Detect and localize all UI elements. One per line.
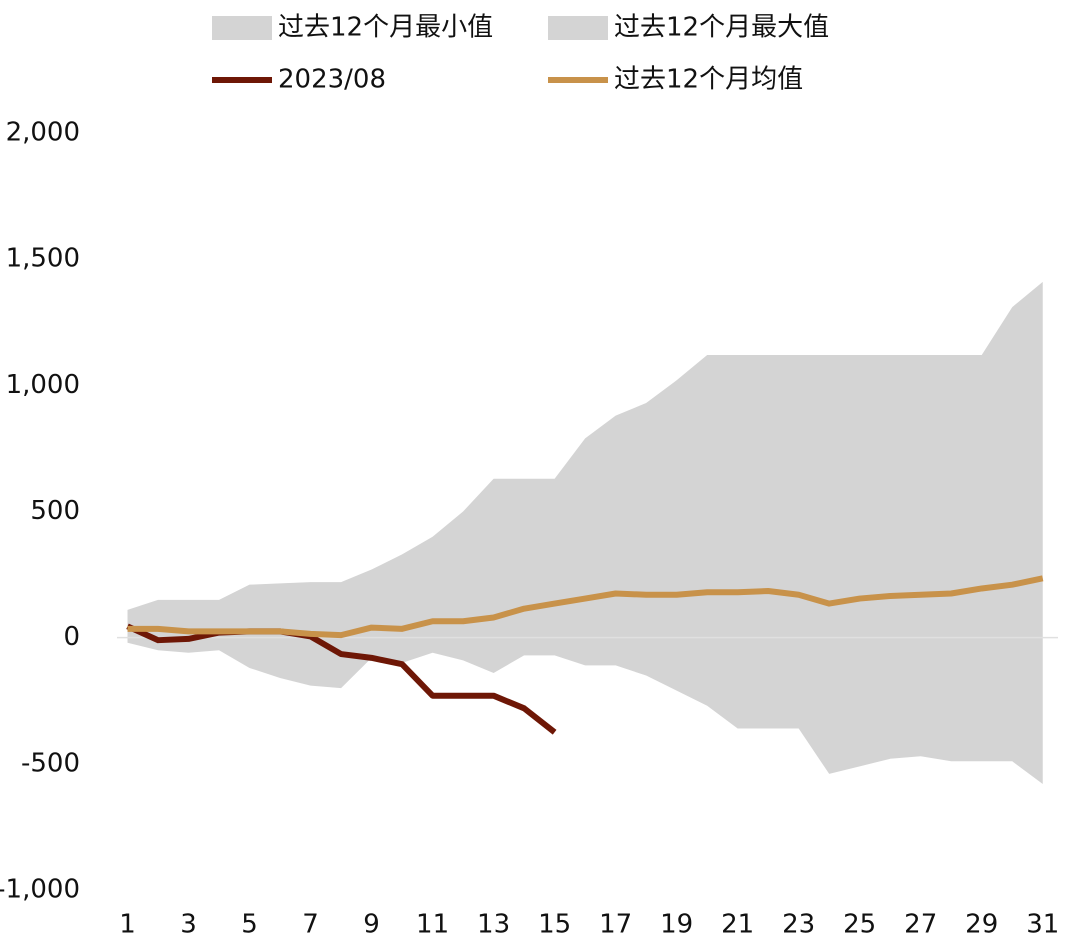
range-area [127,281,1043,638]
x-tick-label: 27 [904,910,937,940]
x-tick-label: 3 [180,910,197,940]
x-tick-label: 11 [416,910,449,940]
x-tick-label: 29 [965,910,998,940]
legend-swatch [212,16,272,40]
x-tick-label: 19 [660,910,693,940]
y-tick-label: 2,000 [6,118,80,148]
x-tick-label: 9 [363,910,380,940]
x-tick-label: 23 [782,910,815,940]
legend-swatch [548,16,608,40]
y-tick-label: 1,000 [6,370,80,400]
legend-label: 过去12个月最大值 [614,13,829,43]
x-tick-label: 5 [241,910,258,940]
legend-label: 过去12个月最小值 [278,13,493,43]
legend-label: 过去12个月均值 [614,65,803,95]
range-area [127,637,1043,785]
y-tick-label: 0 [63,622,80,652]
x-tick-label: 1 [119,910,136,940]
legend-label: 2023/08 [278,65,386,95]
y-tick-label: -500 [21,748,80,778]
y-tick-label: 500 [30,496,80,526]
x-tick-label: 25 [843,910,876,940]
x-tick-label: 17 [599,910,632,940]
line-series [127,575,1044,639]
x-tick-label: 31 [1026,910,1059,940]
y-tick-label: -1,000 [0,875,80,905]
x-tick-label: 7 [302,910,319,940]
y-tick-label: 1,500 [6,244,80,274]
x-tick-label: 13 [477,910,510,940]
line-series [126,623,557,735]
x-tick-label: 21 [721,910,754,940]
x-tick-label: 15 [538,910,571,940]
